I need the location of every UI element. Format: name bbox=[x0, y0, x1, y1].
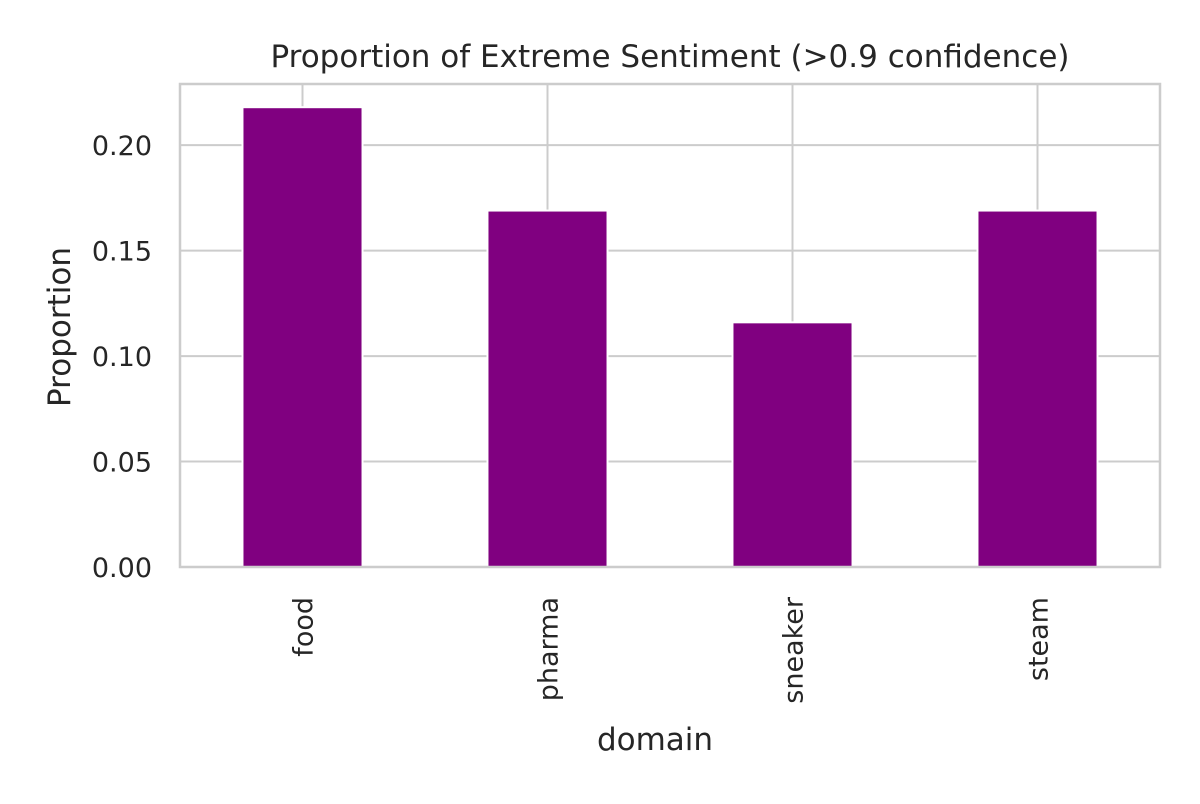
bar-pharma bbox=[486, 209, 609, 568]
x-tick-label: sneaker bbox=[779, 596, 810, 704]
x-tick-label: steam bbox=[1024, 597, 1055, 681]
x-tick-label: food bbox=[289, 597, 320, 657]
y-tick-label: 0.00 bbox=[92, 553, 152, 584]
y-tick-label: 0.15 bbox=[92, 237, 152, 268]
y-tick-labels: 0.00 0.05 0.10 0.15 0.20 bbox=[92, 131, 152, 584]
y-tick-label: 0.05 bbox=[92, 448, 152, 479]
plot-frame bbox=[178, 82, 1162, 569]
y-axis-label: Proportion bbox=[42, 247, 78, 407]
x-axis-label: domain bbox=[597, 722, 713, 758]
plot-border bbox=[178, 82, 1162, 569]
bar-steam bbox=[976, 209, 1099, 568]
x-tick-labels: food pharma sneaker steam bbox=[289, 596, 1055, 704]
x-tick-label: pharma bbox=[534, 597, 565, 701]
y-tick-label: 0.10 bbox=[92, 342, 152, 373]
bar-food bbox=[241, 106, 364, 569]
y-tick-label: 0.20 bbox=[92, 131, 152, 162]
bars bbox=[241, 106, 1099, 569]
chart-title: Proportion of Extreme Sentiment (>0.9 co… bbox=[271, 39, 1070, 75]
bar-sneaker bbox=[731, 321, 854, 568]
